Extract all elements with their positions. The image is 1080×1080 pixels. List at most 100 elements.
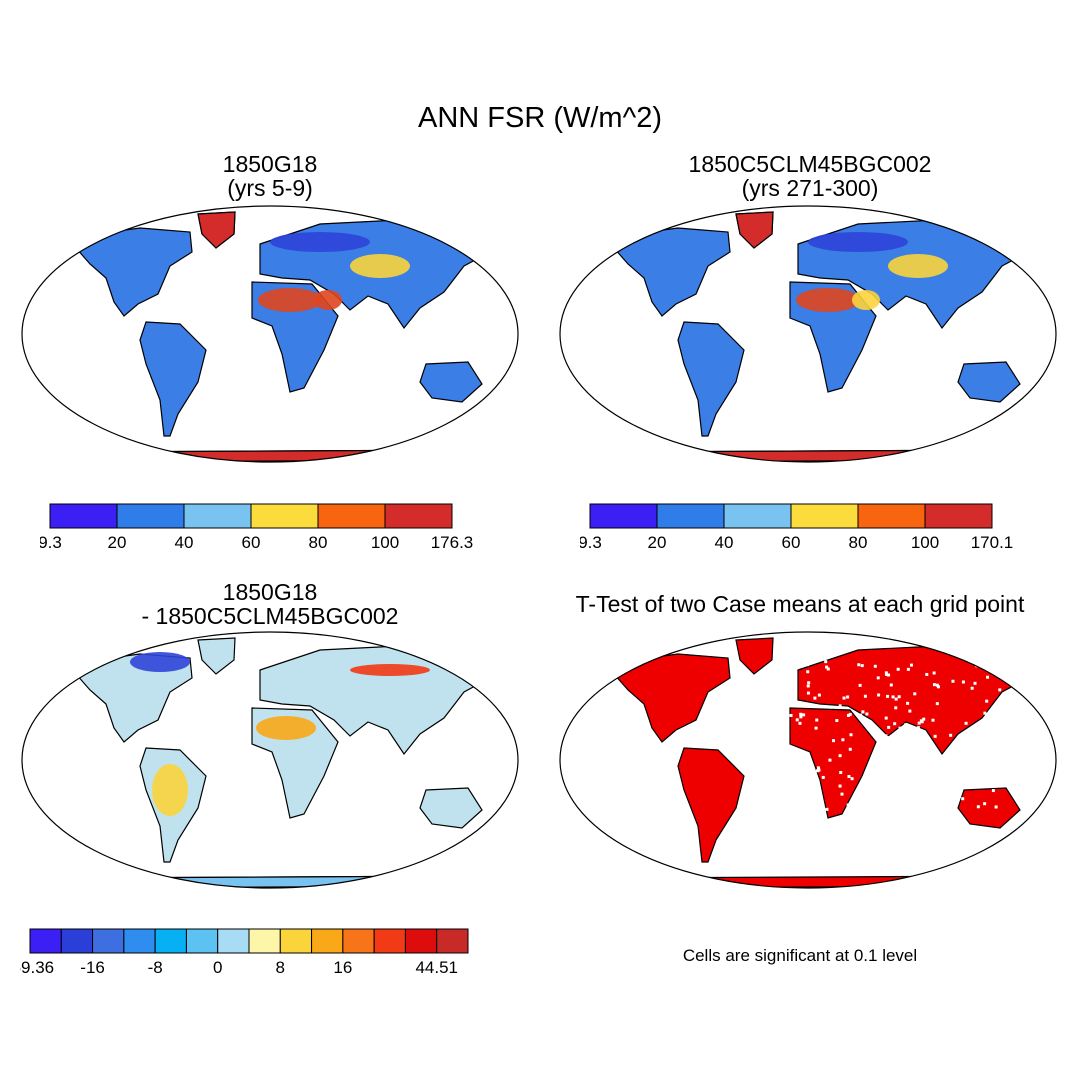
colorbar-label: 100 (911, 533, 939, 552)
colorbar-box (404, 928, 438, 954)
not-significant-cell (846, 803, 850, 807)
not-significant-cell (961, 680, 965, 684)
not-significant-cell (967, 752, 971, 756)
sahara-patch (256, 716, 316, 740)
panel-title-ttest-line1: T-Test of two Case means at each grid po… (575, 591, 1025, 617)
not-significant-cell (861, 710, 865, 714)
colorbar-label: 20 (648, 533, 667, 552)
not-significant-cell (842, 696, 846, 700)
not-significant-cell (898, 726, 902, 730)
colorbar-box (373, 928, 406, 954)
colorbar-box (857, 503, 926, 529)
colorbar-box (384, 503, 453, 529)
not-significant-cell (884, 734, 888, 738)
land-australia (419, 787, 483, 829)
panel-title-diff-line1: 1850G18 (222, 579, 318, 605)
not-significant-cell (802, 713, 806, 717)
not-significant-cell (838, 754, 842, 758)
not-significant-cell (976, 805, 980, 809)
colorbar-diff: -69.36 -16 -8 0 8 16 44.51 (20, 928, 469, 977)
colorbar-box (183, 503, 252, 529)
not-significant-cell (999, 751, 1003, 755)
colorbar-label: -8 (148, 958, 163, 977)
colorbar-label: 60 (242, 533, 261, 552)
land-antarctica (596, 875, 1030, 888)
colorbar-label: 44.51 (415, 958, 458, 977)
not-significant-cell (949, 733, 953, 737)
not-significant-cell (838, 704, 842, 708)
not-significant-cell (916, 726, 920, 730)
not-significant-cell (990, 752, 994, 756)
not-significant-cell (994, 805, 998, 809)
land-north-america (613, 227, 731, 317)
not-significant-cell (801, 771, 805, 775)
central-asia-patch (350, 254, 410, 278)
colorbar-label: -69.36 (20, 958, 54, 977)
not-significant-cell (938, 770, 942, 774)
not-significant-cell (835, 719, 839, 723)
colorbar-box (123, 928, 156, 954)
not-significant-cell (999, 737, 1003, 741)
not-significant-cell (805, 798, 809, 802)
not-significant-cell (953, 798, 957, 802)
not-significant-cell (813, 696, 817, 700)
not-significant-cell (943, 764, 947, 768)
not-significant-cell (935, 683, 939, 687)
panel-title-case1-line1: 1850G18 (222, 151, 318, 177)
land-greenland-overlay (197, 211, 236, 249)
colorbar-box (317, 503, 386, 529)
not-significant-cell (858, 683, 862, 687)
not-significant-cell (862, 799, 866, 803)
colorbar-box (924, 503, 993, 529)
not-significant-cell (885, 672, 889, 676)
arabia-patch (314, 290, 342, 310)
not-significant-cell (904, 723, 908, 727)
land-south-america (677, 321, 745, 437)
not-significant-cell (933, 734, 937, 738)
colorbar-label: 40 (715, 533, 734, 552)
land-australia (957, 787, 1021, 829)
not-significant-cell (876, 676, 880, 680)
colorbar-box (311, 928, 344, 954)
not-significant-cell (824, 660, 828, 664)
colorbar-box (589, 503, 658, 529)
not-significant-cell (936, 685, 940, 689)
map-border (559, 631, 1057, 889)
not-significant-cell (983, 802, 987, 806)
not-significant-cell (828, 758, 832, 762)
colorbar-box (217, 928, 250, 954)
not-significant-cell (799, 715, 803, 719)
not-significant-cell (985, 699, 989, 703)
colorbar-label: 9.3 (580, 533, 602, 552)
map-border (559, 205, 1057, 463)
not-significant-cell (982, 768, 986, 772)
not-significant-cell (904, 739, 908, 743)
not-significant-cell (846, 713, 850, 717)
land-antarctica-overlay (596, 449, 1030, 462)
not-significant-cell (887, 725, 891, 729)
not-significant-cell (888, 805, 892, 809)
boreal-patch (808, 232, 908, 252)
not-significant-cell (889, 683, 893, 687)
not-significant-cell (922, 717, 926, 721)
not-significant-cell (951, 679, 955, 683)
colorbar-label: -16 (80, 958, 105, 977)
not-significant-cell (848, 712, 852, 716)
not-significant-cell (933, 790, 937, 794)
not-significant-cell (961, 797, 965, 801)
map-diff (21, 631, 519, 889)
siberia-patch (350, 664, 430, 676)
not-significant-cell (873, 664, 877, 668)
colorbar-box (60, 928, 94, 954)
not-significant-cell (817, 693, 821, 697)
not-significant-cell (884, 671, 888, 675)
canada-patch (130, 652, 190, 672)
not-significant-cell (884, 716, 888, 720)
land-greenland (735, 637, 774, 675)
map-ttest (559, 631, 1057, 889)
not-significant-cell (799, 712, 803, 716)
land-north-america (613, 653, 731, 743)
main-title: ANN FSR (W/m^2) (418, 102, 662, 134)
land-south-america (139, 321, 207, 437)
colorbar-case2: 9.3 20 40 60 80 100 170.1 (580, 503, 1013, 552)
